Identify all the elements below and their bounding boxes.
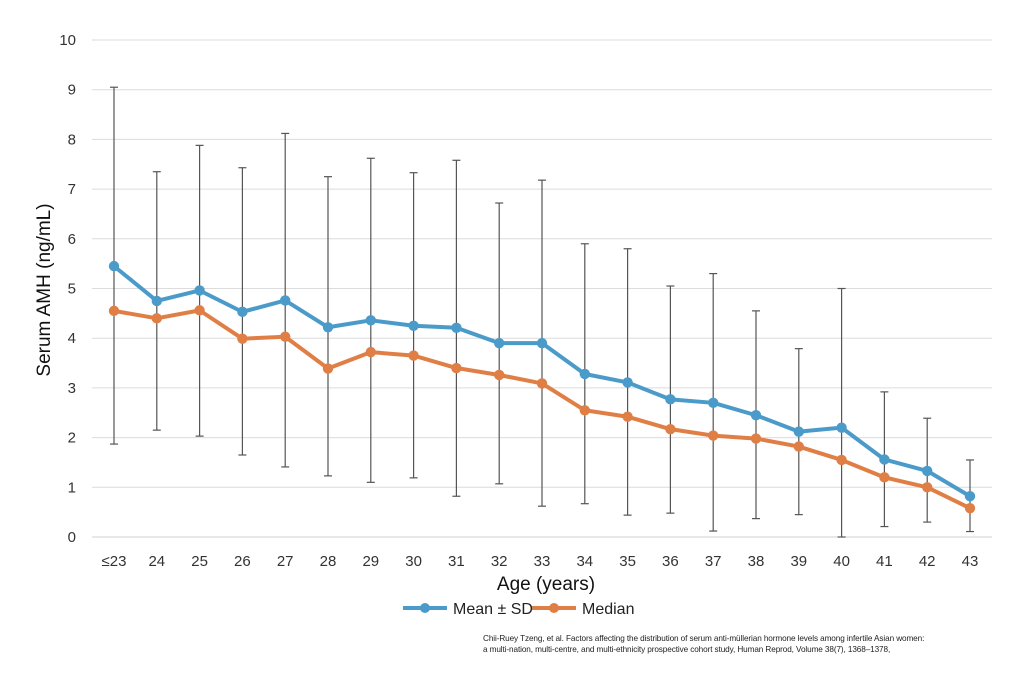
citation: Chii-Ruey Tzeng, et al. Factors affectin… (483, 633, 1003, 655)
median-point (280, 331, 291, 342)
x-tick-label: ≤23 (102, 553, 127, 570)
legend-label-mean: Mean ± SD (453, 601, 533, 618)
median-point (750, 433, 762, 444)
median-point (879, 472, 890, 483)
median-point (194, 305, 205, 316)
mean-point (451, 322, 462, 333)
mean-point (151, 295, 162, 307)
mean-point (237, 306, 248, 318)
y-tick-label: 6 (68, 231, 76, 248)
y-tick-label: 5 (68, 281, 76, 298)
y-axis-title: Serum AMH (ng/mL) (34, 203, 55, 376)
y-tick-label: 0 (68, 529, 76, 546)
mean-point (622, 377, 633, 388)
legend-marker-mean (420, 603, 430, 613)
mean-point (280, 295, 291, 306)
y-tick-label: 1 (68, 479, 76, 496)
mean-point (536, 337, 548, 349)
x-axis-title: Age (years) (497, 574, 595, 595)
median-point (451, 362, 462, 374)
x-tick-label: 30 (405, 553, 422, 570)
x-tick-label: 39 (790, 553, 807, 570)
x-tick-label: 36 (662, 553, 679, 570)
y-tick-labels: 0 1 2 3 4 5 6 7 8 9 10 (59, 32, 76, 546)
mean-point (579, 368, 590, 380)
median-point (665, 423, 676, 435)
x-tick-label: 29 (362, 553, 379, 570)
median-point (151, 313, 162, 324)
mean-point (194, 285, 205, 296)
mean-point (836, 422, 847, 433)
x-tick-label: 32 (491, 553, 508, 570)
legend-marker-median (549, 603, 559, 613)
x-tick-label: 34 (576, 553, 593, 570)
mean-point (708, 397, 719, 409)
median-point (579, 405, 590, 416)
median-point (494, 369, 505, 381)
mean-point (665, 394, 676, 405)
y-tick-label: 7 (68, 181, 76, 198)
x-tick-labels: ≤23 24 25 26 27 28 29 30 31 32 33 34 35 36 37 38 39 40 41 4… (102, 553, 979, 570)
x-tick-label: 43 (962, 553, 979, 570)
x-tick-label: 38 (748, 553, 765, 570)
y-tick-label: 9 (68, 82, 76, 99)
x-tick-label: 31 (448, 553, 465, 570)
legend: Mean ± SD Median (403, 601, 634, 618)
x-tick-label: 40 (833, 553, 850, 570)
median-point (836, 454, 847, 466)
x-tick-label: 41 (876, 553, 893, 570)
mean-point (964, 491, 976, 502)
y-tick-label: 3 (68, 380, 76, 397)
median-point (622, 411, 633, 422)
x-tick-label: 33 (534, 553, 551, 570)
x-tick-label: 42 (919, 553, 936, 570)
median-point (536, 378, 548, 389)
mean-point (365, 315, 376, 326)
x-tick-label: 37 (705, 553, 722, 570)
x-tick-label: 24 (148, 553, 165, 570)
x-tick-label: 28 (320, 553, 337, 570)
mean-point (494, 337, 505, 349)
y-tick-label: 10 (59, 32, 76, 49)
mean-point (750, 410, 762, 421)
mean-point (408, 320, 419, 331)
citation-line-1: Chii-Ruey Tzeng, et al. Factors affectin… (483, 634, 925, 643)
y-tick-label: 4 (68, 330, 76, 347)
x-tick-label: 25 (191, 553, 208, 570)
mean-point (879, 454, 890, 465)
median-point (964, 502, 976, 514)
citation-line-2: a multi-nation, multi-centre, and multi-… (483, 645, 891, 654)
median-point (108, 305, 120, 317)
mean-point (793, 426, 804, 437)
y-tick-label: 2 (68, 430, 76, 447)
median-point (365, 346, 376, 358)
median-point (793, 441, 804, 452)
median-point (708, 430, 719, 441)
median-point (237, 333, 248, 344)
y-tick-label: 8 (68, 131, 76, 148)
median-point (922, 482, 933, 493)
x-tick-label: 26 (234, 553, 251, 570)
median-point (408, 350, 419, 361)
series-points (108, 260, 976, 514)
mean-point (322, 322, 334, 333)
x-tick-label: 35 (619, 553, 636, 570)
median-point (322, 363, 334, 374)
mean-point (108, 260, 120, 272)
mean-point (922, 465, 933, 477)
x-tick-label: 27 (277, 553, 294, 570)
legend-label-median: Median (582, 601, 634, 618)
